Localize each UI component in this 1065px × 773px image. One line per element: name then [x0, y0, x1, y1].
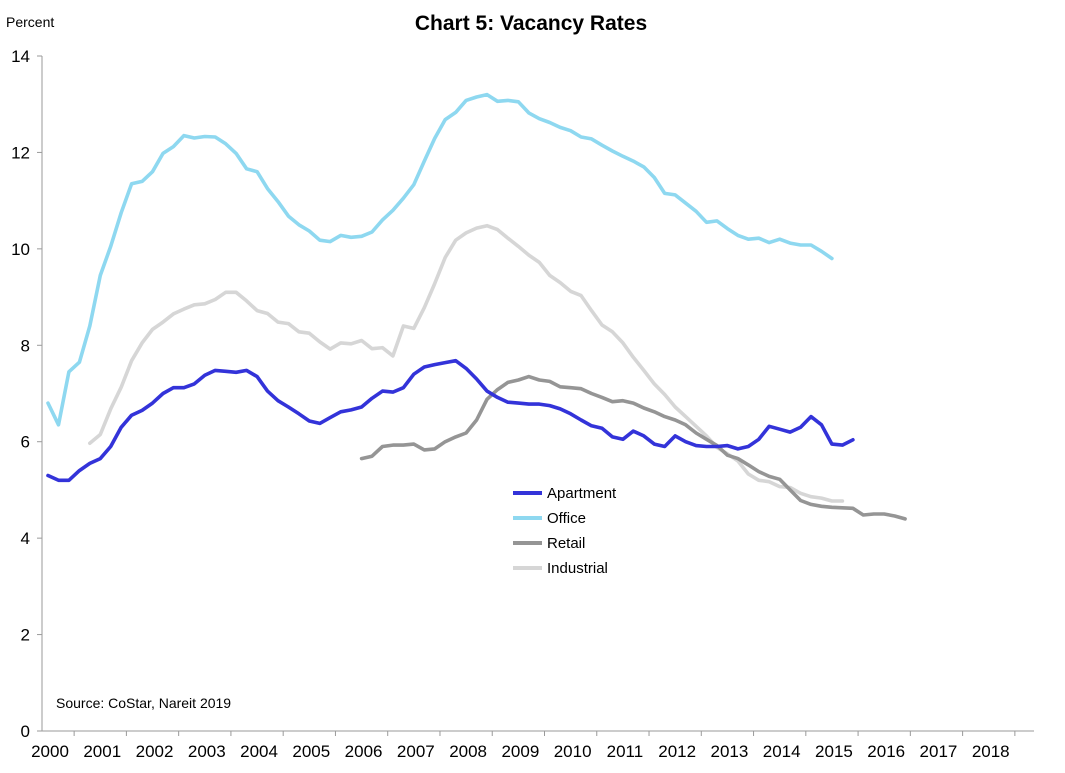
- series-line-apartment: [46, 358, 855, 483]
- x-tick-label: 2018: [972, 742, 1010, 761]
- x-tick-label: 2008: [449, 742, 487, 761]
- series-line-industrial: [88, 223, 845, 503]
- x-tick-label: 2005: [292, 742, 330, 761]
- source-note: Source: CoStar, Nareit 2019: [56, 695, 231, 711]
- legend-label-industrial: Industrial: [547, 560, 608, 577]
- x-tick-label: 2016: [867, 742, 905, 761]
- y-tick-label: 2: [21, 626, 30, 645]
- legend-label-retail: Retail: [547, 535, 585, 552]
- x-tick-label: 2004: [240, 742, 278, 761]
- series-line-office: [46, 92, 834, 427]
- y-tick-label: 14: [11, 47, 30, 66]
- x-tick-label: 2011: [607, 742, 644, 761]
- y-tick-label: 10: [11, 240, 30, 259]
- x-tick-label: 2012: [658, 742, 696, 761]
- plot-area: [46, 92, 907, 521]
- y-tick-label: 6: [21, 433, 30, 452]
- x-tick-label: 2007: [397, 742, 435, 761]
- x-tick-label: 2000: [31, 742, 69, 761]
- x-tick-label: 2015: [815, 742, 853, 761]
- y-tick-label: 0: [21, 722, 30, 741]
- y-axis: 0 2 4 6 8 10 12 14: [11, 47, 42, 741]
- series-line-retail: [359, 374, 907, 521]
- chart-title: Chart 5: Vacancy Rates: [415, 12, 647, 35]
- x-tick-label: 2014: [763, 742, 801, 761]
- x-tick-label: 2010: [554, 742, 592, 761]
- y-tick-label: 8: [21, 336, 30, 355]
- y-tick-label: 12: [11, 143, 30, 162]
- y-tick-label: 4: [21, 529, 30, 548]
- legend-label-apartment: Apartment: [547, 485, 617, 502]
- x-tick-label: 2009: [501, 742, 539, 761]
- legend: Apartment Office Retail Industrial: [513, 485, 617, 577]
- x-tick-label: 2002: [136, 742, 174, 761]
- x-tick-label: 2006: [345, 742, 383, 761]
- x-tick-label: 2001: [83, 742, 121, 761]
- x-axis: 2000 2001 2002 2003 2004 2005 2006 2007 2008 2009…: [31, 731, 1016, 761]
- x-tick-label: 2003: [188, 742, 226, 761]
- legend-label-office: Office: [547, 510, 586, 527]
- x-tick-label: 2017: [920, 742, 958, 761]
- y-axis-unit-label: Percent: [6, 14, 54, 30]
- x-tick-label: 2013: [711, 742, 749, 761]
